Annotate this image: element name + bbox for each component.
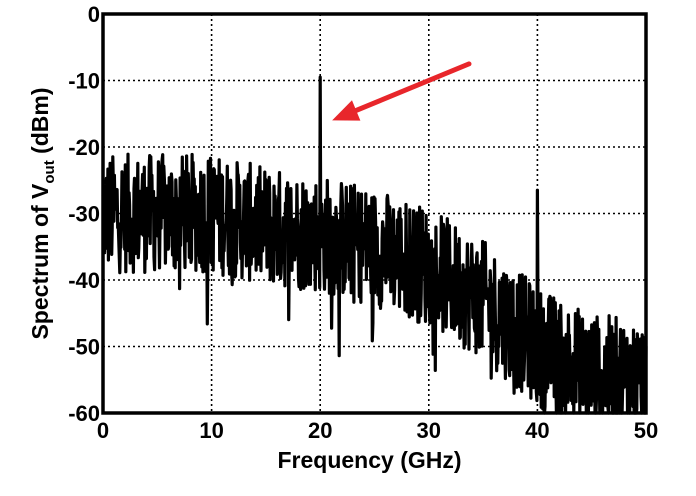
y-axis-label: Spectrum of Vout (dBm) bbox=[27, 87, 58, 339]
y-axis-label-subscript: out bbox=[41, 160, 58, 183]
y-tick-labels: 0 -10 -20 -30 -40 -50 -60 bbox=[68, 2, 100, 426]
arrow-shaft bbox=[353, 61, 472, 113]
spectrum-trace bbox=[101, 75, 648, 415]
y-tick-label: -20 bbox=[68, 135, 100, 160]
y-tick-label: 0 bbox=[88, 2, 100, 27]
y-tick-label: -60 bbox=[68, 401, 100, 426]
x-tick-label: 20 bbox=[308, 418, 332, 443]
y-tick-label: -40 bbox=[68, 268, 100, 293]
y-tick-label: -50 bbox=[68, 335, 100, 360]
y-tick-label: -10 bbox=[68, 69, 100, 94]
plot-frame bbox=[101, 12, 648, 415]
annotation-arrow bbox=[332, 61, 472, 121]
y-axis-label-main: Spectrum of V bbox=[27, 183, 53, 340]
arrow-head bbox=[332, 100, 361, 121]
x-axis-label: Frequency (GHz) bbox=[277, 447, 461, 473]
x-tick-label: 50 bbox=[634, 418, 658, 443]
x-tick-label: 30 bbox=[417, 418, 441, 443]
spectrum-line bbox=[101, 75, 648, 415]
x-tick-labels: 0 10 20 30 40 50 bbox=[97, 418, 658, 443]
y-axis-label-unit: (dBm) bbox=[27, 87, 53, 160]
y-tick-label: -30 bbox=[68, 202, 100, 227]
x-tick-label: 0 bbox=[97, 418, 109, 443]
x-tick-label: 40 bbox=[525, 418, 549, 443]
x-tick-label: 10 bbox=[199, 418, 223, 443]
